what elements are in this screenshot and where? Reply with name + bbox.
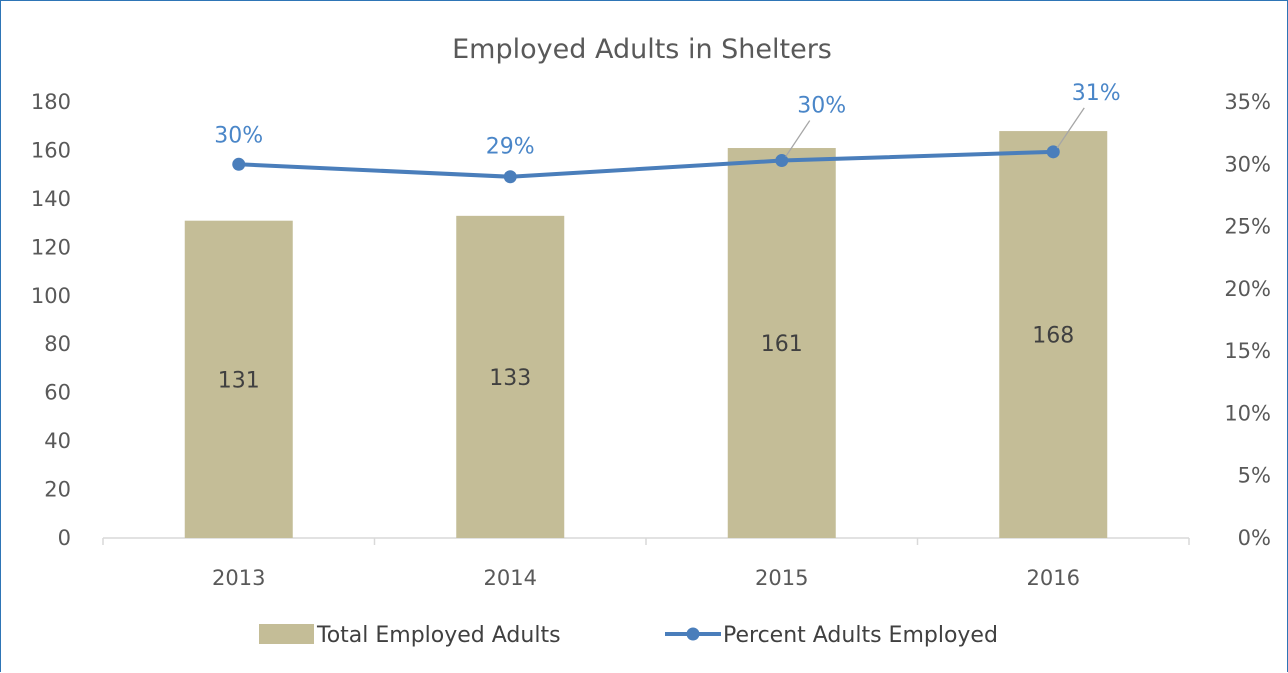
left-axis-tick-label: 40 — [44, 429, 71, 453]
line-data-label: 29% — [486, 135, 535, 160]
bar-series: 131 133 161 168 — [184, 131, 1108, 539]
right-axis: 0% 5% 10% 15% 20% 25% 30% 35% — [1224, 90, 1271, 550]
right-axis-tick-label: 35% — [1224, 90, 1271, 114]
right-axis-tick-label: 20% — [1224, 277, 1271, 301]
left-axis-tick-label: 180 — [31, 90, 71, 114]
line-data-label: 31% — [1072, 81, 1121, 106]
legend-label-total-employed: Total Employed Adults — [316, 623, 561, 648]
data-label-leader-line — [785, 120, 811, 157]
right-axis-tick-label: 10% — [1224, 401, 1271, 425]
left-axis-tick-label: 140 — [31, 187, 71, 211]
x-axis-tick-label: 2013 — [212, 566, 265, 590]
bar — [456, 215, 565, 538]
x-axis-tick-label: 2016 — [1027, 566, 1080, 590]
line-data-label: 30% — [214, 123, 263, 148]
bar-data-label: 168 — [1032, 324, 1074, 349]
right-axis-tick-label: 15% — [1224, 339, 1271, 363]
line-data-label: 30% — [797, 94, 846, 119]
bar-data-label: 133 — [489, 366, 531, 391]
left-axis-tick-label: 20 — [44, 478, 71, 502]
chart-title: Employed Adults in Shelters — [452, 34, 832, 65]
line-point — [1046, 145, 1060, 159]
bar-data-label: 161 — [761, 332, 803, 357]
right-axis-tick-label: 25% — [1224, 215, 1271, 239]
line-point — [232, 157, 246, 171]
x-axis: 2013 2014 2015 2016 — [102, 537, 1190, 590]
line-point — [775, 154, 789, 168]
legend: Total Employed Adults Percent Adults Empl… — [259, 623, 998, 648]
bar — [999, 131, 1108, 539]
legend-marker — [686, 627, 700, 641]
right-axis-tick-label: 30% — [1224, 152, 1271, 176]
x-axis-tick-label: 2014 — [484, 566, 537, 590]
line-series: 30% 29% 30% 31% — [214, 81, 1121, 184]
left-axis: 0 20 40 60 80 100 120 140 160 180 — [31, 90, 71, 550]
left-axis-tick-label: 100 — [31, 284, 71, 308]
left-axis-tick-label: 80 — [44, 332, 71, 356]
left-axis-tick-label: 160 — [31, 138, 71, 162]
left-axis-tick-label: 120 — [31, 235, 71, 259]
series-line — [238, 149, 1054, 179]
right-axis-tick-label: 5% — [1238, 464, 1271, 488]
right-axis-tick-label: 0% — [1238, 526, 1271, 550]
legend-label-percent-employed: Percent Adults Employed — [723, 623, 998, 648]
bar — [727, 148, 836, 538]
bar — [184, 220, 293, 538]
left-axis-tick-label: 60 — [44, 381, 71, 405]
legend-swatch-total-employed — [259, 624, 314, 644]
x-axis-tick-label: 2015 — [755, 566, 808, 590]
left-axis-tick-label: 0 — [58, 526, 71, 550]
bar-data-label: 131 — [218, 368, 260, 393]
line-point — [503, 170, 517, 184]
data-label-leader-line — [1056, 107, 1085, 149]
